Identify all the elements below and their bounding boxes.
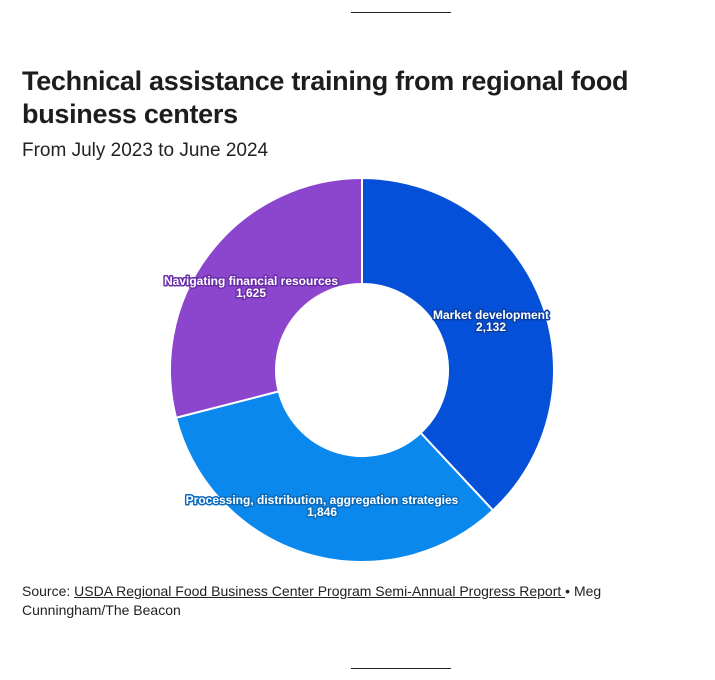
svg-text:Market development: Market development (433, 308, 549, 322)
slice-label-navigating-financial: Navigating financial resources 1,625 (162, 273, 339, 302)
chart-subtitle: From July 2023 to June 2024 (22, 140, 269, 161)
top-divider (351, 12, 451, 13)
source-link[interactable]: USDA Regional Food Business Center Progr… (74, 583, 566, 599)
slice-label-market-development: Market development 2,132 (431, 307, 550, 336)
donut-slice-processing-distribution-aggregation-strategies (174, 390, 495, 563)
donut-slice-market-development (361, 176, 555, 512)
source-credit: • Meg Cunningham/The Beacon (22, 583, 602, 618)
source-prefix: Source: (22, 583, 75, 599)
chart-title: Technical assistance training from regio… (22, 66, 629, 129)
svg-text:2,132: 2,132 (476, 320, 506, 334)
donut-slices (169, 176, 555, 563)
slice-label-processing: Processing, distribution, aggregation st… (184, 492, 460, 521)
bottom-divider (351, 668, 451, 669)
svg-text:Processing, distribution, aggr: Processing, distribution, aggregation st… (186, 493, 459, 507)
source-note: Source: USDA Regional Food Business Cent… (22, 582, 702, 620)
svg-text:1,625: 1,625 (236, 286, 266, 300)
svg-text:Navigating financial resources: Navigating financial resources (164, 274, 338, 288)
svg-text:1,846: 1,846 (307, 505, 337, 519)
donut-slice-navigating-financial-resources (169, 176, 363, 419)
